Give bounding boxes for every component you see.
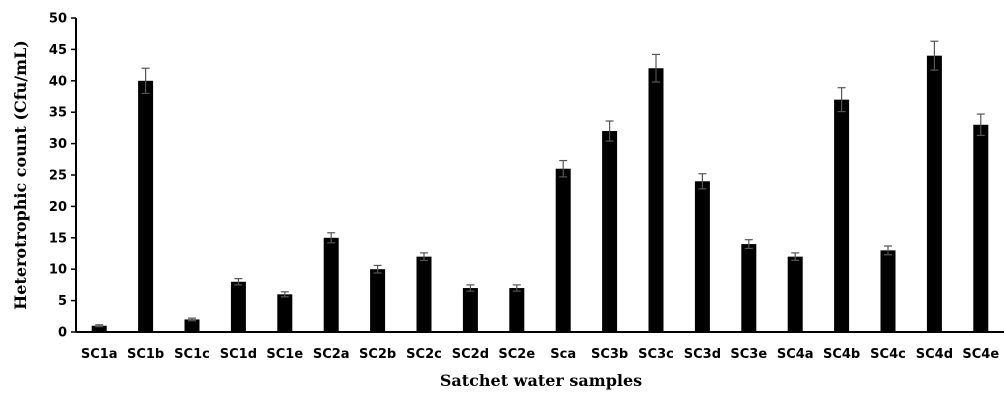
error-bar-sc3c bbox=[652, 53, 660, 83]
bar-sc3d bbox=[694, 181, 710, 332]
y-tick-label: 40 bbox=[49, 74, 67, 89]
error-bar-sc1a bbox=[95, 324, 104, 328]
y-axis-title: Heterotrophic count (Cfu/mL) bbox=[11, 40, 30, 310]
y-tick-label: 45 bbox=[49, 43, 67, 58]
y-tick-label: 5 bbox=[58, 294, 67, 309]
error-bar-sc2e bbox=[512, 284, 521, 292]
error-bar-sc2a bbox=[327, 232, 336, 244]
y-tick-label: 35 bbox=[49, 106, 67, 121]
x-tick-label: SC3d bbox=[684, 347, 721, 362]
y-tick-label: 25 bbox=[49, 169, 67, 184]
error-bar-sc1c bbox=[188, 317, 196, 322]
bar-sc1e bbox=[277, 294, 293, 332]
error-bar-sc3e bbox=[744, 239, 753, 250]
y-tick-label: 15 bbox=[49, 231, 67, 246]
error-bar-sc4d bbox=[930, 40, 939, 71]
x-tick-label: SC2a bbox=[313, 347, 350, 362]
bar-sc4e bbox=[973, 124, 989, 332]
x-tick-label: SC4e bbox=[962, 347, 999, 362]
bar-sc1a bbox=[91, 325, 107, 332]
error-bar-sc4a bbox=[791, 252, 800, 262]
error-bar-sc2c bbox=[420, 252, 428, 262]
x-tick-label: SC1a bbox=[81, 347, 118, 362]
y-tick-label: 30 bbox=[49, 137, 67, 152]
x-tick-label: SC1e bbox=[266, 347, 303, 362]
error-bar-sc2b bbox=[373, 264, 382, 274]
error-bar-sc1d bbox=[234, 278, 243, 286]
x-tick-label: SC2e bbox=[498, 347, 535, 362]
bar-sc3c bbox=[648, 68, 664, 333]
x-tick-label: SC3b bbox=[591, 347, 628, 362]
error-bar-sc4c bbox=[884, 245, 892, 256]
x-tick-label: Sca bbox=[550, 347, 576, 362]
x-tick-label: SC2d bbox=[452, 347, 489, 362]
x-tick-label: SC4a bbox=[777, 347, 814, 362]
plot-area: 0 5 10 15 20 25 30 35 40 45 50 SC1a SC1b SC1c SC1d SC1e… bbox=[49, 12, 1004, 362]
bar-sc1c bbox=[184, 319, 200, 332]
y-tick-label: 10 bbox=[49, 263, 67, 278]
y-tick-label: 0 bbox=[58, 326, 67, 341]
bar-sc4c bbox=[880, 250, 896, 332]
x-tick-label: SC3c bbox=[638, 347, 674, 362]
x-tick-label: SC3e bbox=[730, 347, 767, 362]
bar-sc2c bbox=[416, 256, 432, 332]
bar-sc1b bbox=[138, 80, 154, 332]
x-tick-label: SC4d bbox=[916, 347, 953, 362]
x-tick-label: SC2b bbox=[359, 347, 396, 362]
x-tick-label: SC4c bbox=[870, 347, 906, 362]
bar-sc2b bbox=[370, 269, 386, 332]
bar-sc3b bbox=[602, 131, 618, 332]
error-bar-sc1b bbox=[141, 67, 150, 94]
bar-sc2d bbox=[462, 288, 478, 332]
error-bar-sc1e bbox=[280, 291, 289, 298]
x-tick-label: SC1c bbox=[174, 347, 210, 362]
bar-sca bbox=[555, 168, 571, 332]
bar-sc2a bbox=[323, 237, 339, 332]
x-axis-title: Satchet water samples bbox=[440, 371, 642, 390]
y-tick-label: 50 bbox=[49, 12, 67, 27]
error-bar-sc3b bbox=[605, 120, 614, 142]
x-tick-label: SC2c bbox=[406, 347, 442, 362]
x-tick-label: SC1b bbox=[127, 347, 164, 362]
bar-sc4b bbox=[834, 99, 850, 332]
error-bar-sca bbox=[559, 159, 568, 178]
bar-sc4a bbox=[787, 256, 803, 332]
bar-sc1d bbox=[230, 281, 246, 332]
x-tick-label: SC4b bbox=[823, 347, 860, 362]
bar-sc4d bbox=[926, 55, 942, 333]
y-tick-label: 20 bbox=[49, 200, 67, 215]
error-bar-sc3d bbox=[698, 173, 707, 190]
bar-sc3e bbox=[741, 244, 757, 332]
error-bar-sc2d bbox=[466, 284, 475, 292]
error-bar-sc4e bbox=[976, 113, 985, 137]
bar-sc2e bbox=[509, 288, 525, 332]
x-tick-label: SC1d bbox=[220, 347, 257, 362]
error-bar-sc4b bbox=[837, 87, 846, 113]
